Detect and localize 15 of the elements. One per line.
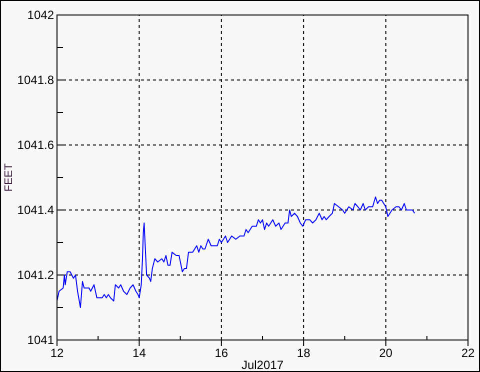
y-tick-label: 1041.6 xyxy=(17,138,54,152)
y-tick-label: 1041.8 xyxy=(17,73,54,88)
x-tick-label: 16 xyxy=(214,346,228,360)
y-axis-title: FEET xyxy=(3,163,15,192)
x-axis-title: Jul2017 xyxy=(241,358,284,372)
y-tick-label: 1041.2 xyxy=(17,268,54,282)
y-tick-label: 1041.4 xyxy=(17,203,54,218)
x-tick-label: 12 xyxy=(50,346,64,360)
x-tick-label: 14 xyxy=(132,346,146,360)
y-tick-label: 1042 xyxy=(27,8,54,22)
x-tick-label: 18 xyxy=(296,346,311,360)
line-series xyxy=(56,196,416,308)
x-tick-label: 20 xyxy=(379,346,393,360)
y-tick-label: 1041 xyxy=(27,333,54,348)
x-tick-label: 22 xyxy=(461,346,475,360)
